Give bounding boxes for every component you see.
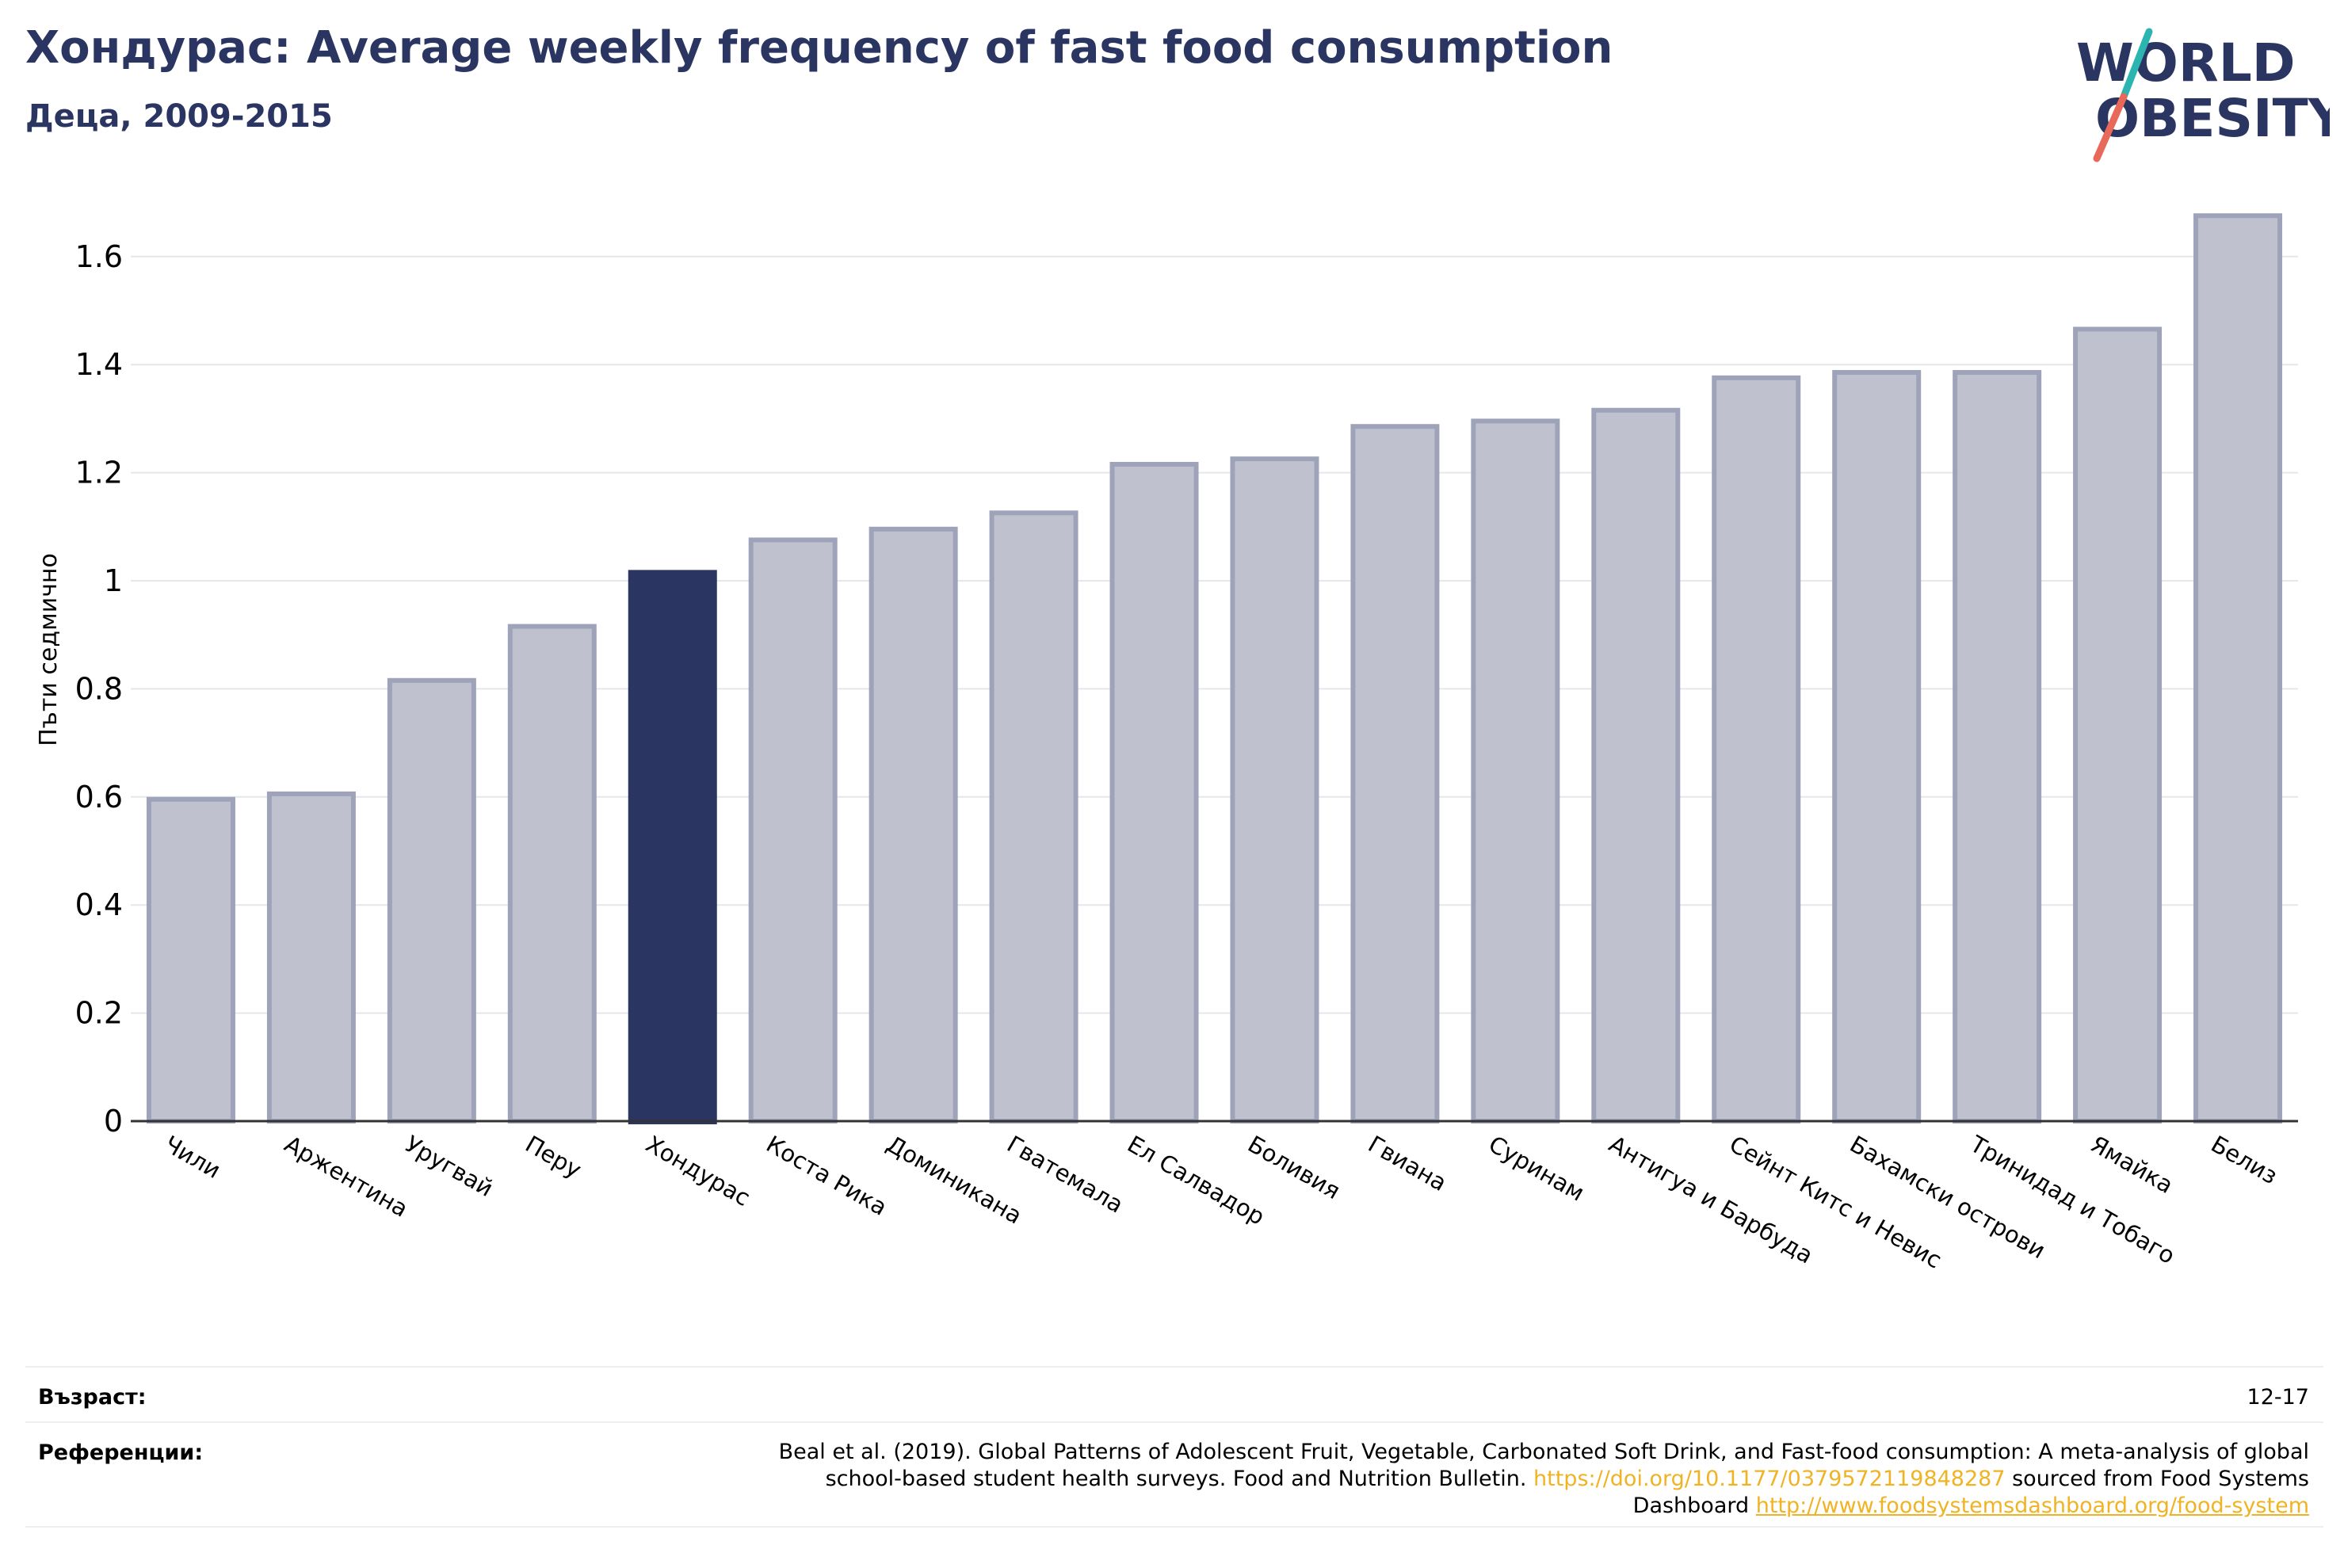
age-value: 12-17 bbox=[2247, 1385, 2309, 1410]
bar[interactable] bbox=[1953, 370, 2042, 1124]
bar[interactable] bbox=[1712, 375, 1801, 1124]
x-category-label: Чили bbox=[159, 1131, 225, 1185]
x-category-label: Антигуа и Барбуда bbox=[1605, 1131, 1818, 1269]
bar[interactable] bbox=[2073, 326, 2163, 1124]
bars bbox=[146, 213, 2283, 1124]
logo-text-obesity: OBESITY bbox=[2095, 88, 2330, 149]
y-tick-label: 1 bbox=[104, 563, 123, 598]
footer-divider-top bbox=[25, 1366, 2323, 1368]
bar[interactable] bbox=[1230, 456, 1319, 1124]
x-category-label: Суринам bbox=[1484, 1131, 1589, 1207]
footer-divider-bottom bbox=[25, 1526, 2323, 1528]
x-category-label: Доминикана bbox=[882, 1131, 1026, 1230]
x-category-label: Ямайка bbox=[2086, 1131, 2178, 1199]
bar-highlight[interactable] bbox=[628, 570, 717, 1124]
y-tick-label: 0.6 bbox=[75, 780, 123, 815]
bar[interactable] bbox=[387, 677, 476, 1124]
bar[interactable] bbox=[266, 791, 356, 1124]
bar[interactable] bbox=[1832, 370, 1922, 1124]
footer-divider-middle bbox=[25, 1421, 2323, 1423]
logo-slash-bottom bbox=[2093, 93, 2128, 162]
y-tick-label: 0.4 bbox=[75, 887, 123, 922]
world-obesity-logo[interactable]: WORLD OBESITY bbox=[2060, 24, 2330, 166]
x-category-label: Боливия bbox=[1243, 1131, 1345, 1205]
x-category-label: Хондурас bbox=[641, 1131, 754, 1211]
bar[interactable] bbox=[748, 537, 838, 1124]
x-category-label: Аржентина bbox=[280, 1131, 412, 1223]
x-category-label: Гвиана bbox=[1364, 1131, 1452, 1197]
logo-text-world: WORLD bbox=[2076, 32, 2296, 93]
x-category-label: Коста Рика bbox=[762, 1131, 891, 1221]
x-category-label: Бахамски острови bbox=[1846, 1131, 2050, 1265]
y-tick-label: 1.6 bbox=[75, 239, 123, 274]
bar[interactable] bbox=[1591, 407, 1681, 1124]
x-category-label: Тринидад и Тобаго bbox=[1965, 1130, 2180, 1269]
x-category-label: Уругвай bbox=[400, 1131, 498, 1203]
bar[interactable] bbox=[1350, 424, 1440, 1124]
y-tick-label: 0.2 bbox=[75, 996, 123, 1031]
references-text: Beal et al. (2019). Global Patterns of A… bbox=[724, 1439, 2309, 1520]
y-tick-label: 0.8 bbox=[75, 671, 123, 706]
bar-chart: 0 0.2 0.4 0.6 0.8 1 1.2 1.4 1.6 Чили АржентинаУру… bbox=[35, 213, 2298, 1274]
reference-citation: Beal et al. (2019). Global Patterns of A… bbox=[778, 1440, 2309, 1491]
y-tick-label: 0 bbox=[104, 1104, 123, 1139]
bar[interactable] bbox=[146, 796, 235, 1124]
references-label: Референции: bbox=[38, 1440, 204, 1465]
bar[interactable] bbox=[1471, 418, 1560, 1124]
chart-subtitle: Деца, 2009-2015 bbox=[25, 98, 333, 135]
chart-title: Хондурас: Average weekly frequency of fa… bbox=[25, 22, 1613, 74]
food-systems-dashboard-link[interactable]: http://www.foodsystemsdashboard.org/food… bbox=[1755, 1494, 2309, 1518]
bar[interactable] bbox=[507, 624, 597, 1124]
bar[interactable] bbox=[1109, 461, 1199, 1124]
bar[interactable] bbox=[869, 526, 958, 1124]
y-tick-label: 1.4 bbox=[75, 347, 123, 382]
y-axis-ticks: 0 0.2 0.4 0.6 0.8 1 1.2 1.4 1.6 bbox=[75, 239, 123, 1139]
bar[interactable] bbox=[2193, 213, 2283, 1124]
x-category-label: Перу bbox=[521, 1131, 586, 1184]
y-axis-label: Пъти седмично bbox=[35, 553, 63, 746]
gridlines bbox=[131, 255, 2298, 1014]
x-category-label: Белиз bbox=[2207, 1131, 2282, 1190]
bar[interactable] bbox=[989, 510, 1078, 1124]
logo-slash-top bbox=[2120, 28, 2153, 101]
y-tick-label: 1.2 bbox=[75, 456, 123, 490]
x-category-label: Сейнт Китс и Невис bbox=[1725, 1131, 1947, 1274]
reference-source: sourced from Food Systems Dashboard bbox=[1632, 1467, 2309, 1518]
age-label: Възраст: bbox=[38, 1385, 147, 1410]
doi-link[interactable]: https://doi.org/10.1177/0379572119848287 bbox=[1533, 1467, 2006, 1491]
